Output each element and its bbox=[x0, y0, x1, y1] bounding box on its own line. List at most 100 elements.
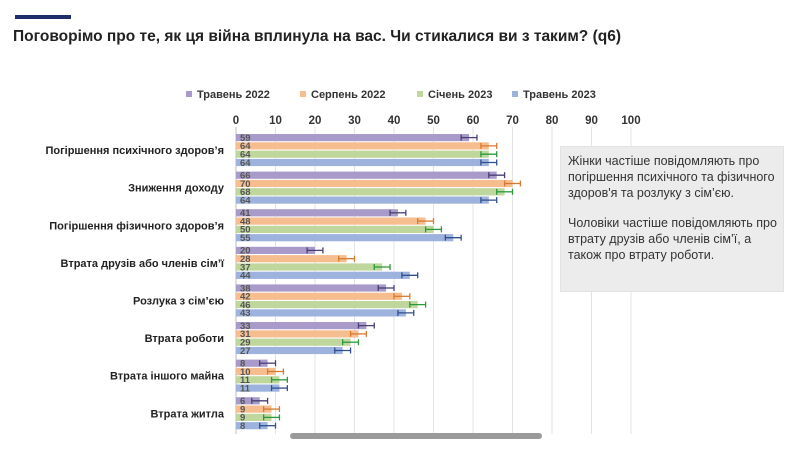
category-label: Втрата друзів або членів сім’ї bbox=[61, 258, 225, 270]
chart-bars: 5964646466706864414850552028374438424643… bbox=[236, 133, 522, 432]
bar bbox=[236, 397, 260, 405]
legend-label: Травень 2022 bbox=[197, 89, 270, 101]
category-label: Погіршення фізичного здоров’я bbox=[49, 220, 224, 232]
bar bbox=[236, 255, 347, 263]
annotation-box: Жінки частіше повідомляють про погіршенн… bbox=[560, 146, 784, 292]
category-label: Втрата житла bbox=[151, 408, 225, 420]
bar-value-label: 8 bbox=[240, 421, 245, 432]
bar bbox=[236, 292, 402, 300]
bar-value-label: 55 bbox=[240, 233, 251, 244]
title-accent-bar bbox=[15, 15, 71, 19]
bar bbox=[236, 405, 272, 413]
category-label: Зниження доходу bbox=[128, 183, 225, 195]
bar-value-label: 11 bbox=[240, 375, 251, 386]
legend-swatch bbox=[417, 91, 423, 97]
category-label: Втрата іншого майна bbox=[110, 371, 225, 383]
bar-value-label: 29 bbox=[240, 338, 251, 349]
bar-value-label: 59 bbox=[240, 133, 251, 144]
bar-value-label: 20 bbox=[240, 246, 251, 257]
bar-value-label: 9 bbox=[240, 404, 245, 415]
bar-value-label: 37 bbox=[240, 262, 251, 273]
x-tick-label: 70 bbox=[506, 115, 519, 127]
bar bbox=[236, 209, 398, 217]
chart-legend: Травень 2022 Серпень 2022 Січень 2023 Траве… bbox=[186, 89, 596, 101]
bar-value-label: 6 bbox=[240, 396, 245, 407]
category-label: Розлука з сім’єю bbox=[133, 295, 224, 307]
bar-value-label: 70 bbox=[240, 179, 251, 190]
x-tick-label: 30 bbox=[348, 115, 361, 127]
bar-value-label: 48 bbox=[240, 216, 251, 227]
legend-label: Серпень 2022 bbox=[311, 89, 385, 101]
bar bbox=[236, 271, 410, 279]
bar bbox=[236, 384, 280, 392]
bar-value-label: 42 bbox=[240, 292, 251, 303]
x-tick-label: 60 bbox=[467, 115, 480, 127]
bar bbox=[236, 422, 268, 430]
bar bbox=[236, 309, 406, 317]
x-tick-label: 100 bbox=[621, 115, 640, 127]
bar bbox=[236, 376, 280, 384]
bar bbox=[236, 413, 272, 421]
x-tick-label: 10 bbox=[269, 115, 282, 127]
legend-swatch bbox=[186, 91, 192, 97]
legend-label: Травень 2023 bbox=[523, 89, 596, 101]
x-tick-label: 50 bbox=[427, 115, 440, 127]
annotation-women: Жінки частіше повідомляють про погіршенн… bbox=[568, 154, 775, 200]
bar-value-label: 33 bbox=[240, 321, 251, 332]
bar-value-label: 38 bbox=[240, 283, 251, 294]
bar bbox=[236, 225, 434, 233]
x-tick-label: 20 bbox=[309, 115, 322, 127]
bar-value-label: 64 bbox=[240, 158, 251, 169]
page-title: Поговорімо про те, як ця війна вплинула … bbox=[13, 28, 621, 45]
x-axis-ticks: 0 10 20 30 40 50 60 70 80 90 100 bbox=[233, 115, 641, 127]
x-tick-label: 0 bbox=[233, 115, 239, 127]
horizontal-scrollbar[interactable] bbox=[290, 433, 542, 439]
bar bbox=[236, 158, 489, 167]
bar bbox=[236, 330, 359, 338]
bar bbox=[236, 367, 276, 376]
bar-value-label: 64 bbox=[240, 141, 251, 152]
bar-value-label: 50 bbox=[240, 225, 251, 236]
annotation-men: Чоловіки частіше повідомляють про втрату… bbox=[568, 216, 777, 262]
bar-value-label: 28 bbox=[240, 254, 251, 265]
bar-value-label: 31 bbox=[240, 329, 251, 340]
x-tick-label: 90 bbox=[585, 115, 598, 127]
bar-value-label: 9 bbox=[240, 413, 245, 424]
bar bbox=[236, 150, 489, 158]
bar bbox=[236, 196, 489, 204]
bar bbox=[236, 284, 387, 292]
bar bbox=[236, 322, 367, 330]
bar-value-label: 68 bbox=[240, 187, 251, 198]
category-labels: Погіршення психічного здоров’я Зниження д… bbox=[45, 145, 224, 420]
category-label: Погіршення психічного здоров’я bbox=[45, 145, 224, 157]
bar-value-label: 44 bbox=[240, 271, 251, 282]
bar-value-label: 10 bbox=[240, 367, 251, 378]
bar-value-label: 64 bbox=[240, 150, 251, 161]
bar bbox=[236, 234, 454, 242]
bar-value-label: 46 bbox=[240, 300, 251, 311]
bar-value-label: 66 bbox=[240, 171, 251, 182]
category-label: Втрата роботи bbox=[145, 333, 224, 345]
bar bbox=[236, 188, 505, 196]
bar-value-label: 64 bbox=[240, 195, 251, 206]
bar bbox=[236, 134, 470, 142]
legend-label: Січень 2023 bbox=[428, 89, 492, 101]
legend-swatch bbox=[512, 91, 518, 97]
bar bbox=[236, 263, 383, 271]
bar-value-label: 11 bbox=[240, 383, 251, 394]
bar bbox=[236, 301, 418, 309]
bar-value-label: 43 bbox=[240, 308, 251, 319]
bar bbox=[236, 359, 268, 367]
bar bbox=[236, 346, 343, 355]
bar bbox=[236, 338, 351, 346]
bar-value-label: 8 bbox=[240, 359, 245, 370]
bar bbox=[236, 179, 513, 188]
bar bbox=[236, 171, 497, 179]
bar-value-label: 27 bbox=[240, 346, 251, 357]
bar bbox=[236, 246, 315, 254]
legend-swatch bbox=[300, 91, 306, 97]
x-tick-label: 40 bbox=[388, 115, 401, 127]
x-tick-label: 80 bbox=[546, 115, 559, 127]
bar-value-label: 41 bbox=[240, 208, 251, 219]
bar bbox=[236, 142, 489, 150]
